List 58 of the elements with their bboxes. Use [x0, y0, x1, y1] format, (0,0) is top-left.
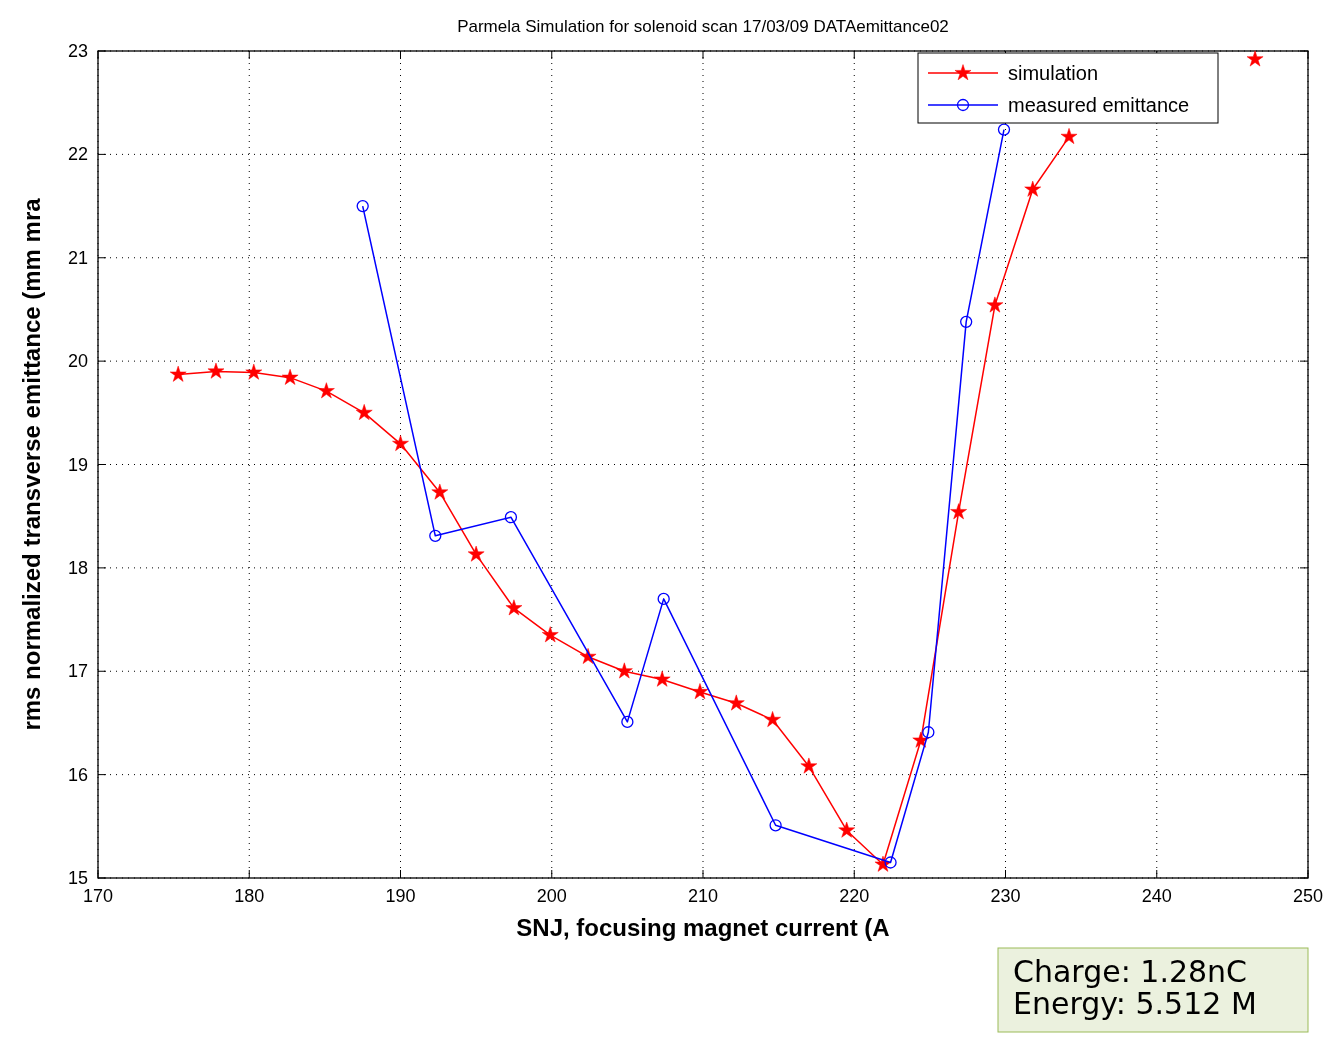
y-tick-label: 17 — [67, 661, 88, 682]
x-tick-label: 250 — [1292, 886, 1324, 906]
y-tick-label: 19 — [67, 454, 88, 475]
point — [997, 123, 1011, 136]
y-tick-label: 18 — [67, 557, 88, 578]
point — [356, 199, 369, 213]
point — [800, 757, 818, 774]
point — [728, 694, 745, 711]
point — [467, 545, 485, 562]
x-tick-label: 180 — [234, 886, 265, 906]
y-axis-title: rms normalized transverse emittance (mm mra — [18, 197, 45, 731]
chart-title: Parmela Simulation for solenoid scan 17/03/09 DATAemittance02 — [457, 17, 949, 36]
legend-label: simulation — [1008, 62, 1099, 84]
text: Charge: 1.28nC — [1013, 954, 1248, 989]
point — [355, 404, 373, 420]
y-tick-label: 20 — [67, 351, 88, 372]
point — [169, 365, 187, 382]
point — [392, 435, 409, 451]
y-tick-label: 21 — [67, 247, 88, 268]
point — [884, 856, 897, 869]
point — [621, 715, 634, 729]
point — [1246, 50, 1264, 67]
point — [429, 529, 442, 542]
point — [541, 626, 559, 643]
point — [505, 599, 523, 616]
point — [431, 483, 449, 500]
point — [616, 662, 633, 679]
point — [504, 511, 518, 524]
y-tick-label: 16 — [67, 764, 88, 785]
point — [912, 731, 930, 748]
point — [922, 726, 935, 739]
point — [245, 363, 263, 380]
point — [657, 592, 670, 606]
point — [838, 821, 855, 838]
x-axis-title: SNJ, focusing magnet current (A — [516, 914, 890, 941]
point — [691, 683, 709, 699]
point — [207, 362, 225, 379]
point — [960, 315, 973, 328]
point — [1024, 180, 1041, 197]
x-tick-label: 230 — [990, 886, 1021, 906]
x-tick-label: 200 — [536, 886, 567, 906]
point — [653, 670, 671, 687]
x-tick-label: 190 — [385, 886, 416, 906]
legend-label: measured emittance — [1008, 94, 1190, 116]
y-tick-label: 15 — [67, 868, 88, 888]
point — [281, 368, 299, 385]
point — [1060, 128, 1078, 144]
x-tick-label: 210 — [687, 886, 719, 906]
point — [764, 711, 781, 727]
point — [950, 503, 967, 520]
point — [318, 382, 335, 399]
y-tick-label: 23 — [67, 41, 88, 61]
x-tick-label: 220 — [839, 886, 870, 906]
x-tick-label: 240 — [1141, 886, 1172, 906]
point — [769, 819, 782, 832]
x-tick-label: 170 — [82, 886, 114, 906]
point — [986, 296, 1004, 313]
y-tick-label: 22 — [67, 144, 88, 165]
